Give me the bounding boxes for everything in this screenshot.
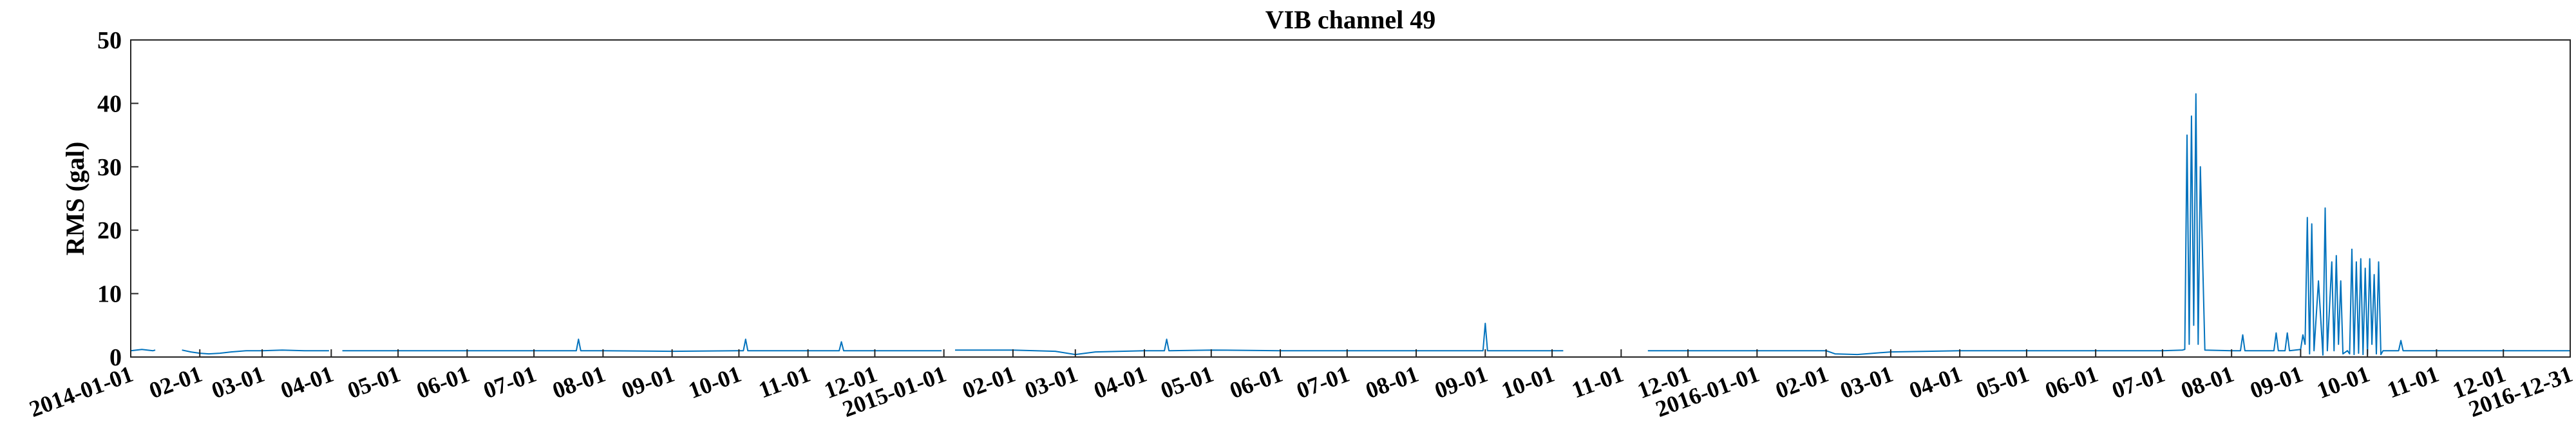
x-tick-label: 06-01 xyxy=(413,361,473,403)
x-axis: 2014-01-01 02-01 03-01 04-01 05-01 06-01 07-01… xyxy=(26,349,2576,422)
x-tick-label: 05-01 xyxy=(1973,361,2032,403)
series-line-segment xyxy=(342,338,942,353)
y-axis: 0 10 20 30 40 50 xyxy=(97,27,138,371)
x-tick-label: 05-01 xyxy=(1157,361,1217,403)
x-tick-label: 06-01 xyxy=(1226,361,1286,403)
y-tick-label: 40 xyxy=(97,90,122,117)
x-tick-label: 06-01 xyxy=(2041,361,2101,403)
x-tick-label: 2014-01-01 xyxy=(26,361,137,422)
x-tick-label: 11-01 xyxy=(1568,361,1627,403)
x-tick-label: 05-01 xyxy=(344,361,404,403)
x-tick-label: 03-01 xyxy=(1837,361,1897,403)
series-line-segment xyxy=(1647,93,2570,356)
x-tick-label: 02-01 xyxy=(959,361,1019,403)
x-tick-label: 03-01 xyxy=(208,361,268,403)
plot-area-frame xyxy=(130,39,2571,358)
x-tick-label: 07-01 xyxy=(1293,361,1353,403)
x-tick-label: 11-01 xyxy=(755,361,814,403)
y-tick-label: 10 xyxy=(97,281,122,308)
x-tick-label: 02-01 xyxy=(1772,361,1832,403)
x-tick-label: 04-01 xyxy=(1090,361,1150,403)
x-tick-label: 09-01 xyxy=(618,361,678,403)
plot-series xyxy=(130,93,2570,356)
series-line-segment xyxy=(182,349,329,355)
x-tick-label: 08-01 xyxy=(549,361,609,403)
x-tick-label: 03-01 xyxy=(1021,361,1081,403)
x-tick-label: 07-01 xyxy=(480,361,540,403)
y-axis-label: RMS (gal) xyxy=(61,142,90,256)
x-tick-label: 10-01 xyxy=(685,361,745,403)
x-tick-label: 10-01 xyxy=(1498,361,1558,403)
x-tick-label: 11-01 xyxy=(2383,361,2442,403)
y-tick-label: 20 xyxy=(97,217,122,244)
series-line-segment xyxy=(955,322,1564,356)
x-tick-label: 02-01 xyxy=(146,361,205,403)
x-tick-label: 04-01 xyxy=(277,361,337,403)
x-tick-label: 09-01 xyxy=(2247,361,2307,403)
x-tick-label: 08-01 xyxy=(2177,361,2237,403)
y-tick-label: 50 xyxy=(97,27,122,54)
x-tick-label: 07-01 xyxy=(2108,361,2168,403)
y-tick-label: 30 xyxy=(97,154,122,181)
series-line-segment xyxy=(130,349,156,352)
y-tick-label: 0 xyxy=(109,344,122,371)
x-tick-label: 09-01 xyxy=(1431,361,1491,403)
x-tick-label: 10-01 xyxy=(2313,361,2373,403)
x-tick-label: 08-01 xyxy=(1362,361,1422,403)
chart-title: VIB channel 49 xyxy=(1265,5,1436,34)
x-tick-label: 04-01 xyxy=(1906,361,1965,403)
